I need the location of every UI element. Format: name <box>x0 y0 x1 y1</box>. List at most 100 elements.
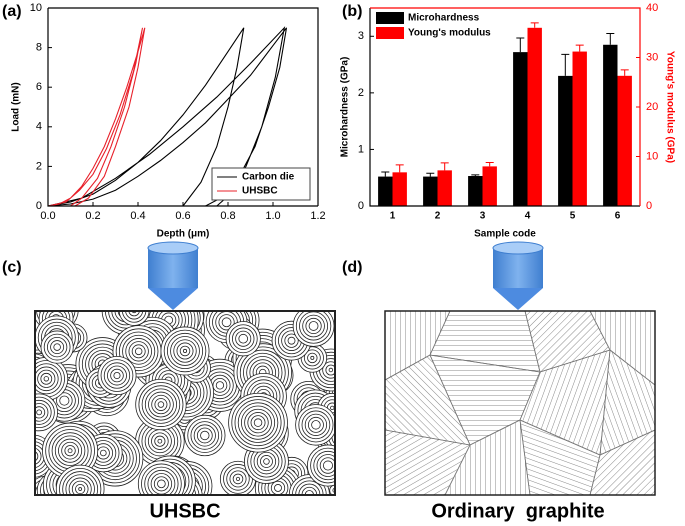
ring <box>322 460 333 471</box>
axis-frame <box>369 8 640 207</box>
y2-tick-label: 10 <box>646 150 658 162</box>
ring <box>121 311 147 323</box>
ring <box>238 333 249 344</box>
bar <box>572 51 587 207</box>
ring <box>308 321 319 331</box>
ring <box>193 424 216 447</box>
ring <box>137 460 185 495</box>
ring <box>244 408 272 437</box>
ring <box>56 392 73 409</box>
panel-label: (a) <box>2 3 22 20</box>
ring <box>40 372 53 385</box>
error-bar <box>561 53 570 76</box>
bar <box>603 44 618 207</box>
caption: Ordinary graphite <box>431 500 604 522</box>
ring <box>235 476 241 481</box>
ring <box>301 410 331 440</box>
ring <box>144 388 177 421</box>
grain <box>599 349 655 456</box>
x-axis-label: Sample code <box>474 229 536 240</box>
ring <box>154 398 168 411</box>
ring <box>322 361 335 379</box>
load-curve <box>47 27 146 207</box>
ring <box>131 344 146 359</box>
ring <box>71 480 89 495</box>
ring <box>166 332 204 370</box>
axis-frame <box>370 7 641 206</box>
ring <box>108 311 144 329</box>
x-tick-label: 3 <box>480 211 486 222</box>
ring <box>157 438 163 444</box>
x-tick-label: 6 <box>615 211 621 222</box>
ring <box>59 467 102 495</box>
axis-frame <box>48 7 319 206</box>
ring <box>237 402 279 443</box>
ring <box>160 326 210 376</box>
bar <box>468 176 483 206</box>
x-tick-label: 1.0 <box>265 210 280 222</box>
indenter-icon <box>147 241 199 310</box>
ring <box>68 477 92 495</box>
ring <box>190 421 220 450</box>
error-bar <box>471 174 480 177</box>
y2-tick-label: 30 <box>646 51 658 63</box>
ring <box>313 450 335 481</box>
ring <box>138 382 184 427</box>
ring <box>35 406 46 419</box>
bar <box>437 170 452 206</box>
ring <box>339 392 342 395</box>
ring <box>46 336 68 358</box>
ring <box>232 473 244 485</box>
ring <box>253 418 263 427</box>
legend-label: Carbon die <box>242 172 295 183</box>
ring <box>154 435 166 447</box>
ring <box>310 355 315 360</box>
ring <box>40 330 74 364</box>
ring <box>157 401 165 408</box>
x-tick-label: 4 <box>525 211 531 222</box>
ring <box>319 457 335 474</box>
grain <box>589 311 655 386</box>
y-tick-label: 10 <box>30 2 42 14</box>
bar <box>482 166 497 206</box>
ring <box>221 317 232 328</box>
ring <box>305 317 322 335</box>
ring <box>128 311 140 317</box>
y2-tick-label: 40 <box>646 2 658 14</box>
y-tick-label: 2 <box>358 87 364 99</box>
panel-label: (d) <box>342 259 362 276</box>
ring <box>111 311 141 326</box>
ring <box>284 333 299 348</box>
ring <box>78 487 83 491</box>
grain-structure <box>385 311 655 495</box>
ring <box>196 427 213 444</box>
legend-swatch <box>376 27 404 39</box>
legend-label: UHSBC <box>242 186 278 197</box>
ring <box>256 451 277 472</box>
y2-axis-label: Young's modulus (GPa) <box>664 51 675 163</box>
bar <box>392 172 407 206</box>
ring <box>263 458 270 465</box>
ring <box>307 352 318 364</box>
ring <box>229 470 247 488</box>
ring <box>187 418 223 453</box>
ring <box>110 368 124 383</box>
y-axis-label: Load (mN) <box>11 82 22 131</box>
ring <box>231 396 285 450</box>
ring <box>122 334 156 368</box>
ring <box>228 392 288 453</box>
ring <box>97 355 137 396</box>
bar <box>527 27 542 206</box>
error-bar <box>620 69 629 76</box>
indenter-icon <box>492 241 544 310</box>
bar <box>513 52 528 206</box>
ring <box>325 364 335 376</box>
y-tick-label: 3 <box>358 30 364 42</box>
ring <box>329 484 335 495</box>
ring <box>35 393 58 432</box>
ring <box>247 412 269 434</box>
ring <box>303 349 321 367</box>
ring <box>103 362 131 389</box>
y-tick-label: 0 <box>36 200 42 212</box>
